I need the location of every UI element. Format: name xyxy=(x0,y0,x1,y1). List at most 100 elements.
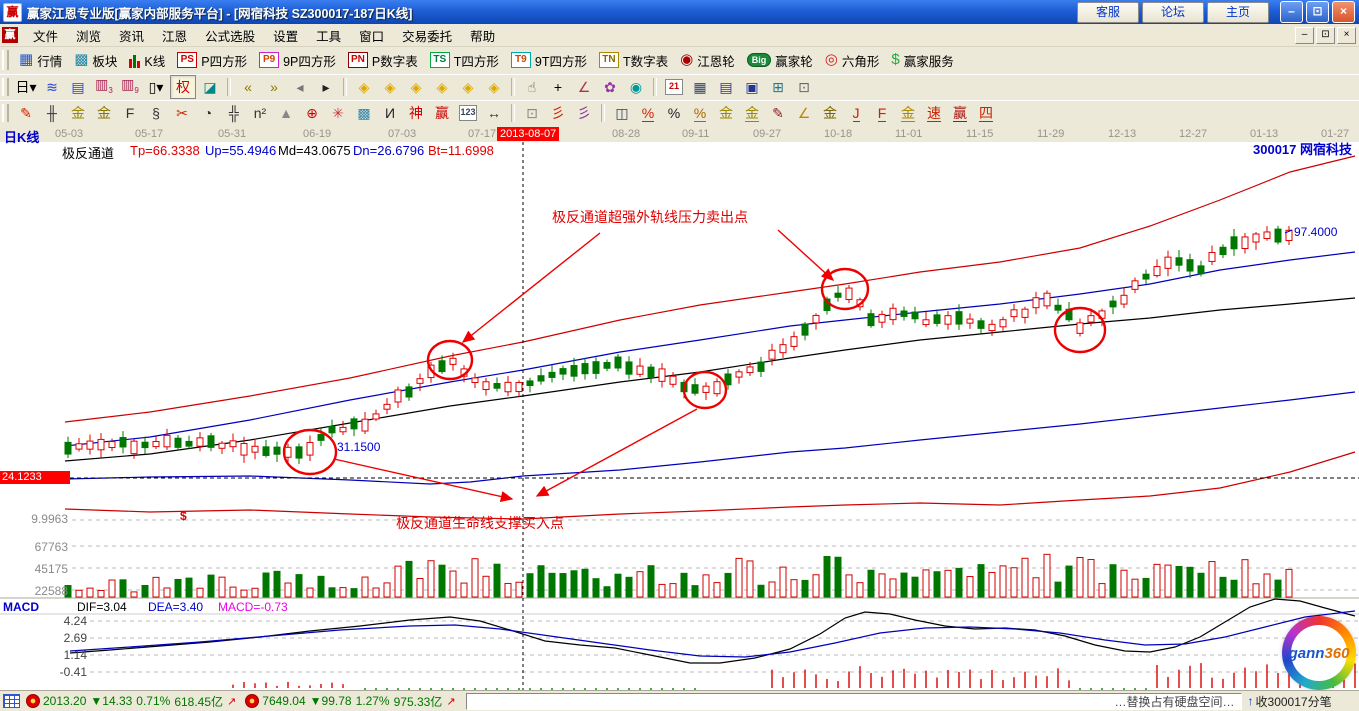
ying-angle-button[interactable]: 赢 xyxy=(948,102,972,124)
prev-page-button[interactable]: ◂ xyxy=(288,76,312,98)
shen-tool-button[interactable]: 神 xyxy=(404,102,428,124)
menu-item-browse[interactable]: 浏览 xyxy=(76,29,102,44)
menu-item-trade-entrust[interactable]: 交易委托 xyxy=(402,29,453,44)
menu-item-tools[interactable]: 工具 xyxy=(316,29,342,44)
corner-box-button[interactable]: ⊡ xyxy=(520,102,544,124)
expand-v-button[interactable]: ◈ xyxy=(456,76,480,98)
child-restore-button[interactable]: ⊡ xyxy=(1316,26,1335,44)
home-button[interactable]: 主页 xyxy=(1207,1,1269,23)
close-button[interactable]: × xyxy=(1332,1,1355,23)
p-square-button[interactable]: PS P四方形 xyxy=(171,47,253,73)
color-chart-button[interactable]: ◪ xyxy=(198,76,222,98)
mirror-button[interactable]: ▲ xyxy=(274,102,298,124)
network-button[interactable]: ⊞ xyxy=(766,76,790,98)
shift-right-button[interactable]: ◈ xyxy=(378,76,402,98)
period-style-dropdown-button[interactable]: 日▾ xyxy=(14,76,38,98)
9t-square-button[interactable]: T9 9T四方形 xyxy=(505,47,593,73)
menu-item-file[interactable]: 文件 xyxy=(33,29,59,44)
next-page-button[interactable]: ▸ xyxy=(314,76,338,98)
ink-pen-button[interactable]: ✎ xyxy=(766,102,790,124)
date-axis[interactable]: 日K线 05-03 05-17 05-31 06-19 07-03 07-17 2013-0… xyxy=(0,126,1359,145)
spiral-button[interactable]: § xyxy=(144,102,168,124)
percent-button[interactable]: % xyxy=(662,102,686,124)
crosshair-button[interactable]: + xyxy=(546,76,570,98)
scale-tool-button[interactable]: ◫ xyxy=(610,102,634,124)
compress-h-button[interactable]: ◈ xyxy=(430,76,454,98)
menu-item-settings[interactable]: 设置 xyxy=(273,29,299,44)
winner-service-button[interactable]: $ 赢家服务 xyxy=(885,47,959,73)
radial-web-button[interactable]: ✳ xyxy=(326,102,350,124)
sh-index-icon[interactable] xyxy=(26,694,40,708)
expand-h-button[interactable]: ◈ xyxy=(404,76,428,98)
gold-slash-button[interactable]: 金 xyxy=(818,102,842,124)
three-bars-button[interactable]: ▥3 xyxy=(92,76,116,98)
gold-grid-icon-1-button[interactable]: 金 xyxy=(66,102,90,124)
brain-tool-button[interactable]: ◉ xyxy=(624,76,648,98)
knife-button[interactable]: ✂ xyxy=(170,102,194,124)
menu-item-help[interactable]: 帮助 xyxy=(470,29,496,44)
angle-line-button[interactable]: ∠ xyxy=(572,76,596,98)
f-angle-button[interactable]: F xyxy=(870,102,894,124)
fan-lines-button[interactable]: 彡 xyxy=(546,102,570,124)
drag-hand-button[interactable]: ☝ xyxy=(520,76,544,98)
9p-square-button[interactable]: P9 9P四方形 xyxy=(253,47,342,73)
dial-button[interactable]: ◔ xyxy=(196,102,220,124)
p-number-table-button[interactable]: PN P数字表 xyxy=(342,47,424,73)
kline-button[interactable]: K线 xyxy=(123,47,171,73)
wave-angle-button[interactable]: ∠ xyxy=(792,102,816,124)
fan-box-button[interactable]: 彡 xyxy=(572,102,596,124)
sectors-button[interactable]: ▩ 板块 xyxy=(68,47,123,73)
pen-tool-button[interactable]: ✎ xyxy=(14,102,38,124)
child-minimize-button[interactable]: – xyxy=(1295,26,1314,44)
hexagon-button[interactable]: ◎ 六角形 xyxy=(819,47,886,73)
four-angle-button[interactable]: 四 xyxy=(974,102,998,124)
mini-chart-icon[interactable]: ↗ xyxy=(446,695,456,708)
info-board-button[interactable]: ▤ xyxy=(66,76,90,98)
gold-grid-icon-2-button[interactable]: 金 xyxy=(92,102,116,124)
n-squared-button[interactable]: n² xyxy=(248,102,272,124)
gold-angle-button[interactable]: 金 xyxy=(896,102,920,124)
remote-pc-button[interactable]: ⊡ xyxy=(792,76,816,98)
quote-grid-icon[interactable] xyxy=(3,694,20,708)
sz-index-icon[interactable] xyxy=(245,694,260,708)
comb2-button[interactable]: ╬ xyxy=(222,102,246,124)
calculator-button[interactable]: ▦ xyxy=(688,76,712,98)
save-button[interactable]: ▣ xyxy=(740,76,764,98)
compass-button[interactable]: ⊕ xyxy=(300,102,324,124)
last-page-button[interactable]: » xyxy=(262,76,286,98)
mini-chart-icon[interactable]: ↗ xyxy=(227,695,237,708)
menu-item-news[interactable]: 资讯 xyxy=(119,29,145,44)
t-number-table-button[interactable]: TN T数字表 xyxy=(593,47,674,73)
minimize-button[interactable]: – xyxy=(1280,1,1303,23)
width-measure-button[interactable]: ↔ xyxy=(482,102,506,124)
comb-ruler-button[interactable]: ╫ xyxy=(40,102,64,124)
menu-item-gann[interactable]: 江恩 xyxy=(162,29,188,44)
price-chart-svg[interactable] xyxy=(0,142,1359,690)
expand-all-button[interactable]: ◈ xyxy=(482,76,506,98)
restoration-button[interactable]: 权 xyxy=(170,75,196,99)
ying-tool-button[interactable]: 赢 xyxy=(430,102,454,124)
child-close-button[interactable]: × xyxy=(1337,26,1356,44)
service-button[interactable]: 客服 xyxy=(1077,1,1139,23)
nine-bars-button[interactable]: ▥9 xyxy=(118,76,142,98)
gold-circle-button[interactable]: 金 xyxy=(714,102,738,124)
kk-tool-button[interactable]: И xyxy=(378,102,402,124)
candle-style-dropdown-button[interactable]: ▯▾ xyxy=(144,76,168,98)
forum-button[interactable]: 论坛 xyxy=(1142,1,1204,23)
shift-left-button[interactable]: ◈ xyxy=(352,76,376,98)
notes-button[interactable]: ▤ xyxy=(714,76,738,98)
quotes-button[interactable]: ▦ 行情 xyxy=(13,47,68,73)
menu-item-window[interactable]: 窗口 xyxy=(359,29,385,44)
su-angle-button[interactable]: 速 xyxy=(922,102,946,124)
percent-slope-button[interactable]: % xyxy=(636,102,660,124)
calendar-button[interactable]: 21 xyxy=(662,76,686,98)
trend-wave-button[interactable]: ≋ xyxy=(40,76,64,98)
ruler123-button[interactable]: 123 xyxy=(456,102,480,124)
square-web-button[interactable]: ▩ xyxy=(352,102,376,124)
restore-button[interactable]: ⊡ xyxy=(1306,1,1329,23)
f-ruler-button[interactable]: F xyxy=(118,102,142,124)
j-angle-button[interactable]: J xyxy=(844,102,868,124)
menu-item-formula-stock-pick[interactable]: 公式选股 xyxy=(205,29,256,44)
percent-lines-button[interactable]: % xyxy=(688,102,712,124)
gann-wheel-button[interactable]: ◉ 江恩轮 xyxy=(674,47,741,73)
